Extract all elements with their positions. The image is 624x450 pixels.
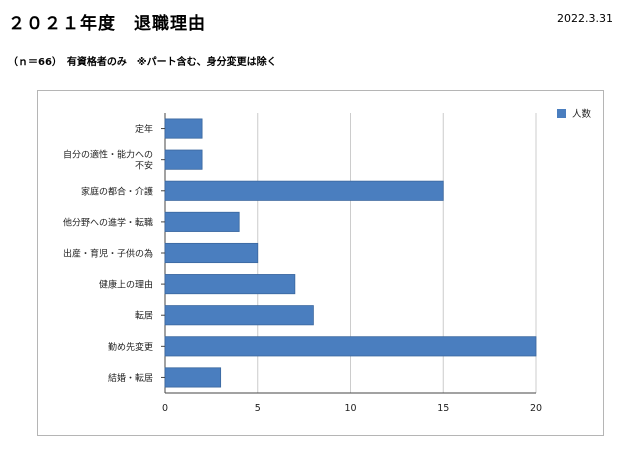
bar-chart: 0 5 10 15 20 定年自分の適性・能力への不安家庭の都合・介護他分野への進学・転職… [63,108,592,414]
bar [164,242,259,264]
bar [164,180,444,201]
category-label: 他分野への進学・転職 [63,216,153,228]
category-label: 家庭の都合・介護 [81,185,153,197]
category-label: 不安 [135,160,153,172]
category-label: 健康上の理由 [99,279,153,291]
x-tick-label: 5 [255,403,261,414]
bar [164,336,537,357]
category-label: 定年 [135,123,153,135]
legend-label: 人数 [572,108,592,120]
bar [164,367,222,388]
category-label: 勤め先変更 [108,341,153,353]
x-tick-label: 0 [162,403,168,414]
x-tick-label: 15 [437,403,449,414]
category-label: 結婚・転居 [108,372,153,384]
bar [164,149,203,170]
x-tick-label: 20 [530,403,542,414]
bar [164,274,296,295]
subtitle: （ｎ＝66） 有資格者のみ ※パート含む、身分変更は除く [8,57,277,68]
page-title: ２０２１年度 退職理由 [8,14,206,34]
bar [164,305,314,326]
bar [164,211,240,232]
category-label: 転居 [135,311,153,322]
chart-container: 0 5 10 15 20 定年自分の適性・能力への 不安家庭の都合・介護他分野への進学・転職… [37,90,604,436]
category-label: 出産・育児・子供の為 [63,248,153,260]
bar [164,118,203,139]
date-label: 2022.3.31 [557,12,613,25]
x-tick-label: 10 [344,403,356,414]
category-label: 自分の適性・能力への [63,149,153,161]
legend-swatch [557,109,566,118]
